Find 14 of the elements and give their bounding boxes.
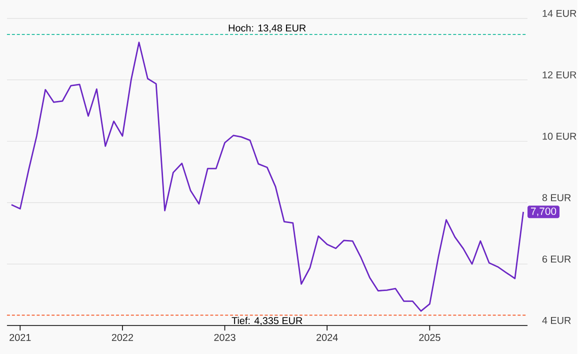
y-tick-label: 4 EUR bbox=[542, 316, 571, 324]
y-tick-label: 12 EUR bbox=[542, 71, 576, 78]
x-tick-label: 2022 bbox=[112, 334, 133, 341]
x-tick-label: 2025 bbox=[419, 334, 440, 341]
x-tick-label: 2021 bbox=[10, 334, 31, 341]
y-tick-label: 10 EUR bbox=[542, 132, 576, 140]
y-tick-label: 14 EUR bbox=[542, 10, 576, 17]
ref-line-label: Hoch: 13,48 EUR bbox=[228, 24, 306, 33]
annotation: 7,700 bbox=[531, 207, 556, 216]
ref-line-label: Tief: 4,335 EUR bbox=[232, 316, 302, 326]
x-tick-label: 2023 bbox=[214, 334, 236, 341]
y-tick-label: 8 EUR bbox=[542, 194, 571, 202]
y-tick-label: 6 EUR bbox=[542, 255, 571, 262]
x-tick-label: 2024 bbox=[316, 334, 338, 341]
